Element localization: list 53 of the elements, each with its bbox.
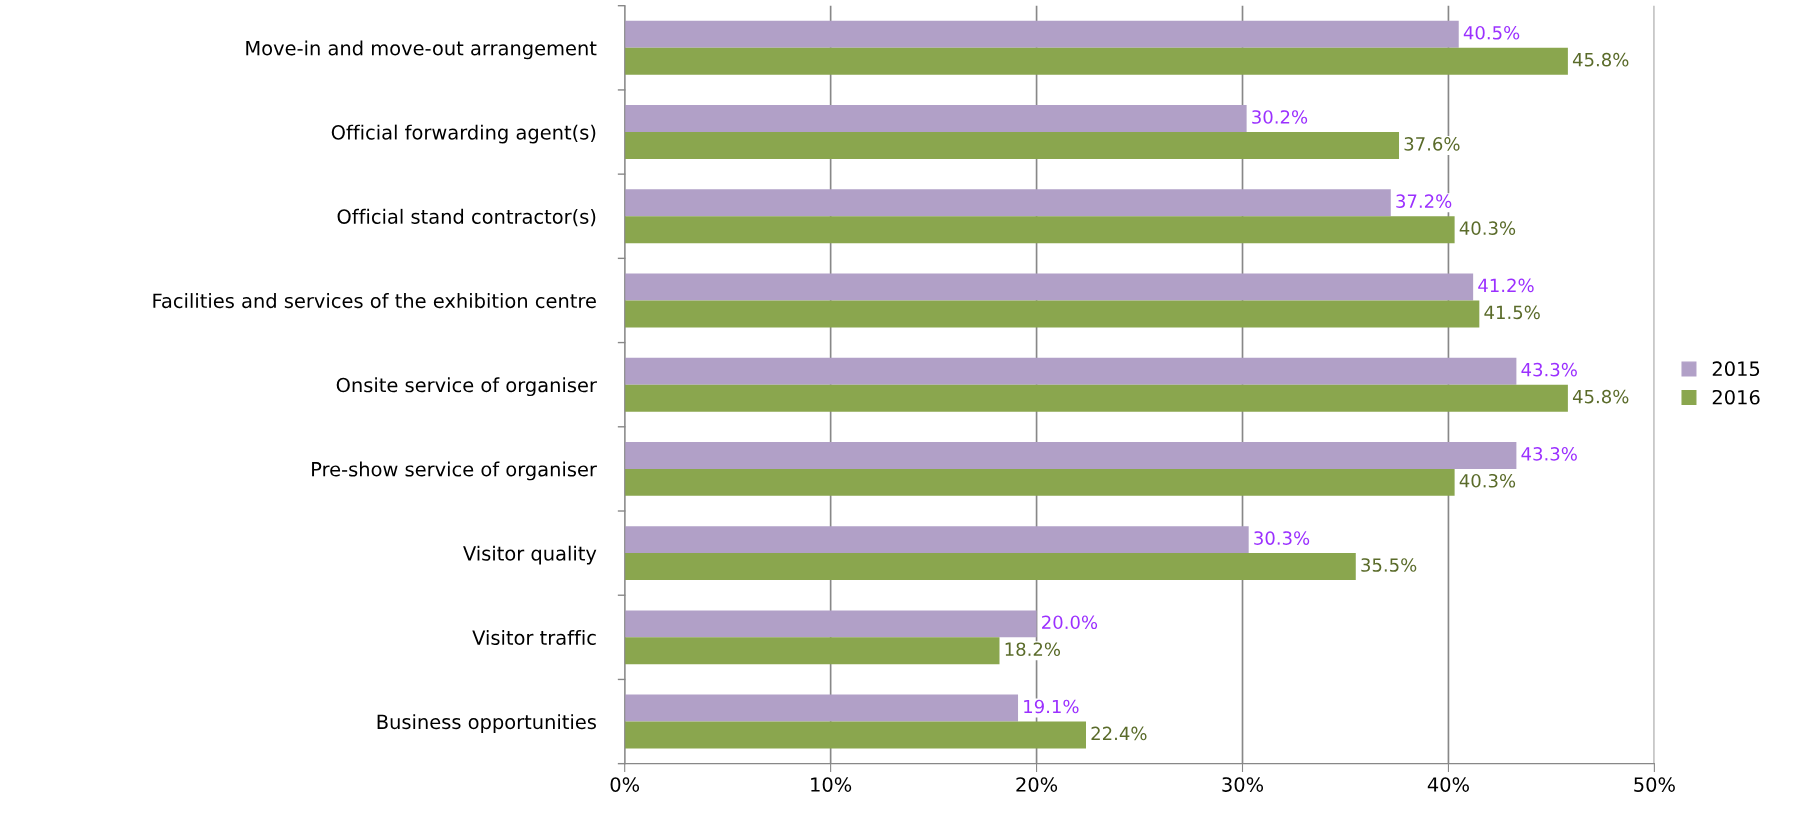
bar bbox=[624, 20, 1459, 48]
legend-label: 2016 bbox=[1712, 389, 1760, 405]
bar bbox=[624, 441, 1517, 469]
data-label: 22.4% bbox=[1091, 726, 1147, 741]
data-label: 20.0% bbox=[1042, 615, 1098, 630]
data-label: 30.3% bbox=[1254, 531, 1310, 545]
data-label: 40.5% bbox=[1463, 25, 1520, 40]
bar bbox=[624, 694, 1019, 722]
bar bbox=[624, 189, 1391, 217]
x-tick-label: 10% bbox=[811, 777, 852, 792]
bar bbox=[624, 721, 1086, 749]
legend-label: 2015 bbox=[1712, 361, 1760, 377]
bar bbox=[624, 132, 1400, 159]
data-label: 35.5% bbox=[1361, 558, 1417, 572]
x-tick-label: 40% bbox=[1427, 777, 1469, 792]
y-tick-label: Pre-show service of organiser bbox=[312, 461, 597, 481]
y-tick-label: Official forwarding agent(s) bbox=[331, 124, 596, 144]
y-tick-label: Move-in and move-out arrangement bbox=[246, 40, 597, 60]
data-label: 43.3% bbox=[1521, 362, 1577, 377]
data-label: 40.3% bbox=[1459, 221, 1516, 235]
x-tick-label: 50% bbox=[1634, 777, 1675, 792]
y-tick-label: Visitor quality bbox=[463, 545, 597, 565]
data-label: 30.2% bbox=[1252, 110, 1308, 124]
bar bbox=[624, 637, 1000, 665]
bar bbox=[624, 105, 1247, 133]
x-tick-label: 30% bbox=[1222, 777, 1264, 792]
y-tick-label: Onsite service of organiser bbox=[336, 377, 597, 397]
data-label: 37.6% bbox=[1404, 137, 1460, 151]
data-label: 45.8% bbox=[1572, 389, 1629, 404]
y-tick-label: Official stand contractor(s) bbox=[337, 208, 596, 227]
x-tick-label: 0% bbox=[610, 777, 640, 792]
bar bbox=[624, 384, 1568, 412]
y-tick-label: Business opportunities bbox=[377, 714, 596, 733]
x-tick-label: 20% bbox=[1016, 777, 1058, 792]
y-tick-label: Facilities and services of the exhibition centre bbox=[153, 293, 596, 309]
bar bbox=[624, 273, 1474, 301]
bar bbox=[624, 553, 1356, 581]
bar bbox=[624, 216, 1455, 244]
data-label: 43.3% bbox=[1521, 447, 1577, 461]
bar bbox=[624, 526, 1249, 554]
y-tick-label: Visitor traffic bbox=[472, 629, 596, 645]
bar bbox=[624, 47, 1568, 75]
data-label: 18.2% bbox=[1005, 642, 1061, 657]
data-label: 37.2% bbox=[1396, 194, 1452, 209]
data-label: 45.8% bbox=[1572, 52, 1629, 67]
bar bbox=[624, 300, 1480, 328]
bar bbox=[624, 357, 1517, 385]
data-label: 19.1% bbox=[1024, 699, 1079, 714]
data-label: 40.3% bbox=[1459, 473, 1516, 488]
data-label: 41.2% bbox=[1478, 278, 1534, 293]
data-label: 41.5% bbox=[1484, 305, 1540, 320]
bar bbox=[624, 468, 1455, 496]
bar bbox=[624, 610, 1037, 638]
